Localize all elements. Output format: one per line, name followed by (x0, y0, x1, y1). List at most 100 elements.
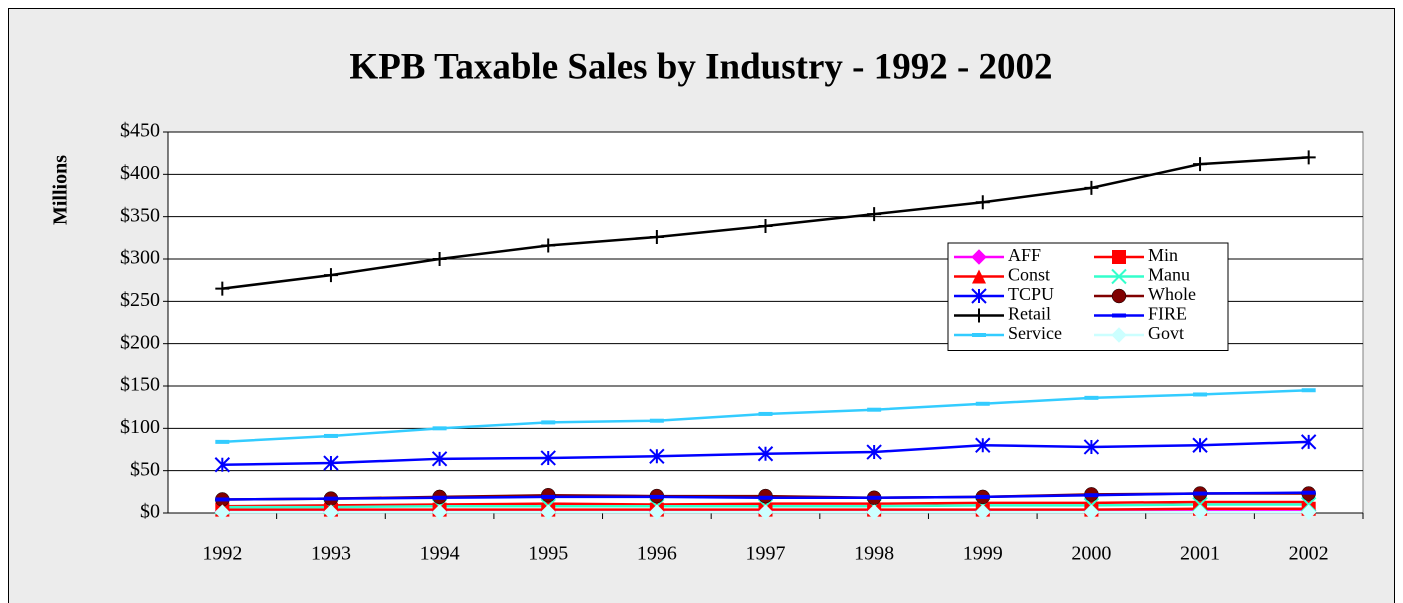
data-point (649, 504, 665, 520)
data-point (975, 401, 990, 406)
data-point (431, 451, 448, 467)
data-point (1193, 157, 1208, 172)
data-point (867, 407, 882, 412)
legend-marker (972, 308, 986, 323)
y-tick-label: $150 (120, 374, 160, 396)
data-point (1192, 504, 1208, 520)
data-point (975, 437, 991, 453)
legend-label: Retail (1008, 304, 1051, 324)
data-point (757, 446, 774, 462)
data-point (1084, 395, 1099, 400)
data-point (214, 504, 231, 520)
data-point (323, 504, 339, 520)
y-tick-label: $450 (120, 120, 160, 142)
legend-label: Service (1008, 323, 1062, 343)
data-point (540, 450, 556, 466)
x-tick-label: 1993 (311, 543, 351, 565)
data-point (432, 426, 447, 431)
legend-label: Min (1148, 245, 1178, 265)
data-point (649, 494, 664, 499)
data-point (757, 504, 774, 520)
legend-marker (1112, 313, 1126, 318)
data-point (1192, 437, 1208, 453)
data-point (649, 418, 664, 423)
data-point (1193, 491, 1208, 496)
data-point (975, 494, 990, 499)
legend-marker (971, 249, 987, 265)
y-tick-label: $100 (120, 416, 160, 438)
y-tick-label: $50 (130, 458, 160, 480)
data-point (866, 444, 882, 460)
data-point (866, 504, 882, 520)
data-point (1301, 388, 1316, 393)
legend-marker (1111, 288, 1127, 304)
x-tick-label: 1996 (637, 543, 677, 565)
legend-label: FIRE (1148, 304, 1187, 324)
data-point (432, 252, 447, 266)
x-tick-label: 2000 (1071, 543, 1111, 565)
data-point (758, 496, 773, 511)
data-point (215, 439, 230, 444)
data-point (1301, 494, 1316, 509)
data-point (1193, 392, 1208, 397)
data-point (541, 238, 556, 253)
legend-label: Const (1008, 265, 1050, 285)
x-tick-label: 1999 (963, 543, 1003, 565)
data-point (649, 448, 665, 464)
data-point (541, 494, 556, 499)
data-point (1084, 493, 1099, 498)
legend-marker (972, 269, 986, 284)
x-tick-label: 1998 (854, 543, 894, 565)
data-point (541, 420, 556, 425)
data-point (432, 495, 447, 500)
data-point (758, 411, 773, 416)
data-point (758, 218, 773, 233)
data-point (1083, 439, 1100, 455)
legend-marker (971, 288, 987, 304)
data-point (323, 268, 338, 283)
data-point (1084, 495, 1099, 510)
data-point (431, 504, 448, 520)
legend-label: TCPU (1008, 284, 1054, 304)
legend-label: AFF (1008, 245, 1041, 265)
legend-marker (1111, 327, 1127, 343)
data-point (1301, 490, 1316, 495)
x-tick-label: 2001 (1180, 543, 1220, 565)
data-point (758, 495, 773, 500)
data-point (1300, 434, 1317, 450)
legend-label: Manu (1148, 265, 1190, 285)
data-point (975, 504, 991, 520)
x-tick-label: 2002 (1289, 543, 1329, 565)
x-tick-label: 1997 (746, 543, 786, 565)
legend-label: Govt (1148, 323, 1184, 343)
data-point (215, 281, 230, 296)
data-point (214, 457, 231, 473)
legend-marker (1112, 250, 1126, 264)
data-point (649, 229, 664, 244)
data-point (323, 496, 338, 501)
data-point (867, 495, 882, 500)
y-tick-label: $250 (120, 289, 160, 311)
x-tick-label: 1992 (202, 543, 242, 565)
data-point (975, 195, 990, 210)
y-tick-label: $0 (140, 501, 160, 523)
legend-marker (1111, 268, 1127, 285)
y-tick-label: $400 (120, 162, 160, 184)
chart-title: KPB Taxable Sales by Industry - 1992 - 2… (349, 46, 1052, 87)
y-tick-label: $200 (120, 331, 160, 353)
y-axis-label: Millions (50, 155, 72, 225)
data-point (540, 504, 556, 520)
data-point (1083, 504, 1100, 520)
x-tick-label: 1994 (420, 543, 460, 565)
legend-label: Whole (1148, 284, 1196, 304)
y-tick-label: $350 (120, 204, 160, 226)
data-point (1301, 150, 1316, 165)
x-tick-label: 1995 (528, 543, 568, 565)
data-point (1084, 180, 1099, 195)
data-point (323, 455, 339, 471)
data-point (867, 207, 882, 222)
y-tick-label: $300 (120, 247, 160, 269)
data-point (215, 497, 230, 502)
data-point (1193, 494, 1208, 509)
